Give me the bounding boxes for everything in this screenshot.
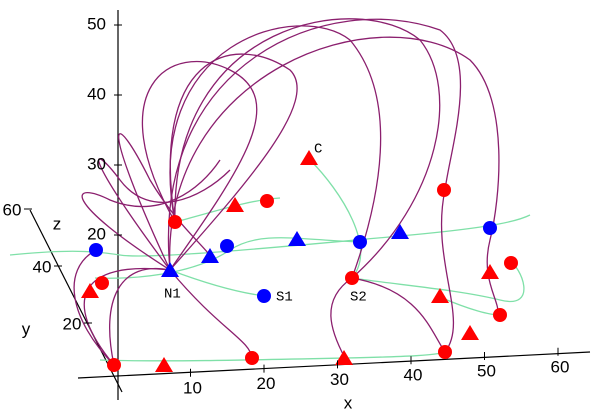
x-tick-label: 30 [330,370,349,389]
blue-triangle [161,262,179,277]
blue-point [257,289,271,303]
field-lines [73,18,500,366]
red-triangle [481,264,499,279]
blue-triangle [288,231,306,246]
blue-point [220,239,234,253]
x-tick-label: 10 [183,378,202,397]
y-tick-label: 60 [3,200,22,219]
red-triangle [431,288,449,303]
x-tick-label: 60 [551,357,570,376]
red-triangle [81,283,99,298]
z-tick-label: 20 [87,224,106,243]
point-label: N1 [164,287,181,303]
field-line [351,277,446,353]
red-point [95,276,109,290]
green-line [309,159,362,281]
red-point [260,194,274,208]
field-line [169,53,298,271]
blue-triangle [391,224,409,239]
red-triangle [300,150,318,165]
x-axis-label: x [344,393,353,412]
z-axis-label: z [53,214,62,233]
red-point [504,256,518,270]
markers [81,150,518,372]
point-label: S1 [276,290,293,306]
field-line [81,159,221,271]
field-line [73,249,115,366]
blue-point [353,235,367,249]
x-axis [77,351,591,379]
point-label: S2 [350,290,367,306]
red-point [437,183,451,197]
field-line [109,267,171,366]
field-line [169,25,382,279]
field-line [174,18,441,279]
y-axis-label: y [22,319,31,338]
red-triangle [155,357,173,372]
field-line [98,158,231,271]
z-tick-label: 40 [87,84,106,103]
field-line [169,36,500,316]
axes [29,10,591,400]
red-point [245,351,259,365]
green-line [439,296,501,316]
red-point [168,215,182,229]
field-line [169,269,253,359]
red-point [493,308,507,322]
z-tick-label: 50 [87,14,106,33]
green-line [351,261,525,303]
field-line [141,61,258,271]
z-tick-label: 30 [87,154,106,173]
blue-triangle [201,248,219,263]
point-label: C [314,142,322,158]
red-triangle [226,197,244,212]
field-line [118,133,213,271]
red-point [345,271,359,285]
green-line [99,351,451,362]
red-point [107,358,121,372]
red-triangle [335,350,353,365]
red-triangle [461,325,479,340]
field-line [330,277,353,359]
blue-point [483,221,497,235]
x-tick-label: 20 [257,374,276,393]
green-line [169,269,266,297]
red-point [438,345,452,359]
x-tick-label: 40 [404,366,423,385]
x-tick-label: 50 [477,361,496,380]
blue-point [89,243,103,257]
y-tick-label: 40 [33,257,52,276]
y-tick-label: 20 [63,314,82,333]
